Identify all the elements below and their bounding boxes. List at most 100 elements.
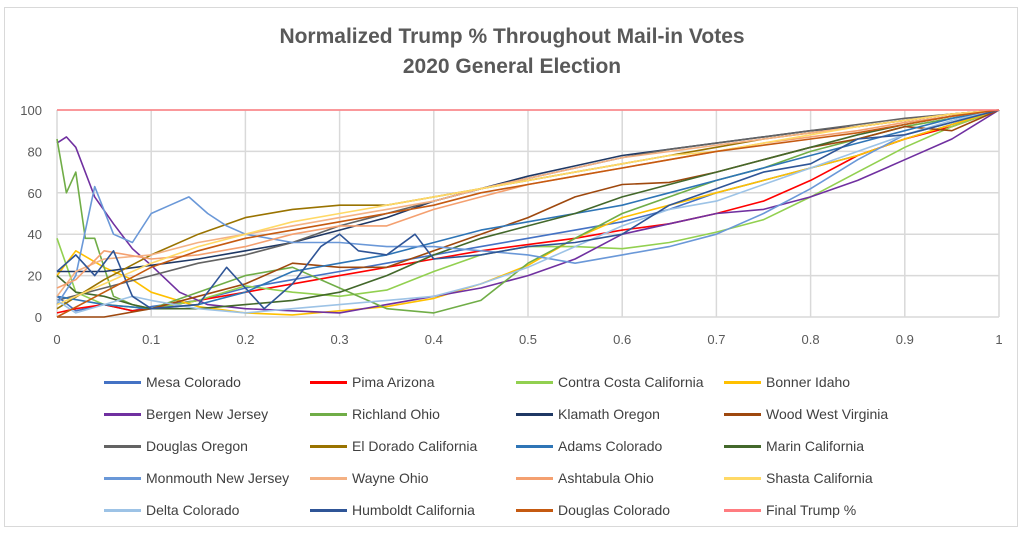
series-line-richland-ohio <box>56 109 1000 314</box>
legend-item[interactable]: Shasta California <box>724 470 924 486</box>
legend-item[interactable]: Humboldt California <box>310 502 516 518</box>
legend-label: Final Trump % <box>766 502 857 518</box>
series-line-wayne-ohio <box>56 109 1000 297</box>
y-tick-label: 20 <box>28 269 42 284</box>
legend-item[interactable]: Monmouth New Jersey <box>104 470 310 486</box>
legend-label: Monmouth New Jersey <box>146 470 290 486</box>
legend-label: Wood West Virginia <box>766 406 889 422</box>
legend-item[interactable]: Marin California <box>724 438 924 454</box>
legend-row: Monmouth New Jersey Wayne Ohio Ashtabula O… <box>104 462 924 494</box>
legend-item[interactable]: Richland Ohio <box>310 406 516 422</box>
legend-swatch <box>310 508 347 512</box>
x-tick-label: 0.4 <box>425 332 443 347</box>
legend-row: Delta Colorado Humboldt California Douglas… <box>104 494 924 526</box>
legend-swatch <box>724 380 761 384</box>
legend-item[interactable]: El Dorado California <box>310 438 516 454</box>
series-line-delta-colorado <box>56 109 1000 314</box>
legend-label: Adams Colorado <box>558 438 663 454</box>
legend-swatch <box>104 380 141 384</box>
legend-swatch <box>104 412 141 416</box>
chart-subtitle: 2020 General Election <box>402 55 622 78</box>
y-tick-label: 80 <box>28 144 42 159</box>
series-line-wood-west-virginia <box>57 109 1000 318</box>
legend-item[interactable]: Adams Colorado <box>516 438 724 454</box>
y-axis-ticks: 0 20 40 60 80 100 <box>20 103 42 325</box>
x-tick-label: 0.5 <box>519 332 537 347</box>
legend-label: Mesa Colorado <box>146 374 241 390</box>
legend-item[interactable]: Pima Arizona <box>310 374 516 390</box>
legend-item[interactable]: Contra Costa California <box>516 374 724 390</box>
series-line-monmouth-new-jersey <box>56 109 1000 306</box>
legend-row: Bergen New Jersey Richland Ohio Klamath Or… <box>104 398 924 430</box>
legend-item[interactable]: Bergen New Jersey <box>104 406 310 422</box>
series-lines <box>56 109 1000 318</box>
series-line-shasta-california <box>56 109 1000 306</box>
legend-item[interactable]: Final Trump % <box>724 502 924 518</box>
legend-item[interactable]: Mesa Colorado <box>104 374 310 390</box>
series-line-douglas-colorado <box>56 109 1000 318</box>
legend-swatch <box>724 508 761 512</box>
legend-swatch <box>724 444 761 448</box>
legend-swatch <box>724 476 761 480</box>
x-tick-label: 0 <box>53 332 60 347</box>
legend-swatch <box>516 380 553 384</box>
series-line-bergen-new-jersey <box>56 109 1000 314</box>
legend-label: Ashtabula Ohio <box>558 470 654 486</box>
legend-label: Pima Arizona <box>352 374 435 390</box>
x-tick-label: 0.2 <box>236 332 254 347</box>
legend-swatch <box>516 508 553 512</box>
legend-swatch <box>104 508 141 512</box>
x-tick-label: 0.6 <box>613 332 631 347</box>
legend-label: Douglas Colorado <box>558 502 671 518</box>
legend-swatch <box>516 444 553 448</box>
legend-label: Douglas Oregon <box>146 438 248 454</box>
legend-item[interactable]: Klamath Oregon <box>516 406 724 422</box>
legend-label: Richland Ohio <box>352 406 440 422</box>
series-line-ashtabula-ohio <box>56 109 1000 289</box>
x-tick-label: 0.3 <box>331 332 349 347</box>
legend-row: Douglas Oregon El Dorado California Adams … <box>104 430 924 462</box>
legend-swatch <box>104 444 141 448</box>
x-tick-label: 0.9 <box>896 332 914 347</box>
legend-swatch <box>310 444 347 448</box>
y-tick-label: 40 <box>28 227 42 242</box>
legend-item[interactable]: Wayne Ohio <box>310 470 516 486</box>
x-axis-ticks: 0 0.1 0.2 0.3 0.4 0.5 0.6 0.7 0.8 0.9 1 <box>53 332 1002 347</box>
y-tick-label: 0 <box>35 310 42 325</box>
legend-row: Mesa Colorado Pima Arizona Contra Costa Ca… <box>104 366 924 398</box>
series-line-marin-california <box>56 109 1000 310</box>
legend-item[interactable]: Douglas Oregon <box>104 438 310 454</box>
legend-label: El Dorado California <box>352 438 478 454</box>
legend-item[interactable]: Douglas Colorado <box>516 502 724 518</box>
y-tick-label: 100 <box>20 103 42 118</box>
legend-swatch <box>310 476 347 480</box>
legend: Mesa Colorado Pima Arizona Contra Costa Ca… <box>104 366 924 526</box>
x-tick-label: 0.8 <box>802 332 820 347</box>
legend-swatch <box>104 476 141 480</box>
legend-swatch <box>516 476 553 480</box>
series-line-humboldt-california <box>56 109 1000 310</box>
legend-item[interactable]: Ashtabula Ohio <box>516 470 724 486</box>
legend-label: Wayne Ohio <box>352 470 429 486</box>
legend-label: Bergen New Jersey <box>146 406 269 422</box>
legend-label: Humboldt California <box>352 502 475 518</box>
chart-frame <box>4 7 1018 527</box>
legend-label: Bonner Idaho <box>766 374 851 390</box>
legend-swatch <box>516 412 553 416</box>
gridlines <box>56 109 1000 318</box>
legend-label: Shasta California <box>766 470 873 486</box>
legend-swatch <box>724 412 761 416</box>
y-tick-label: 60 <box>28 186 42 201</box>
legend-swatch <box>310 380 347 384</box>
legend-label: Marin California <box>766 438 865 454</box>
legend-swatch <box>310 412 347 416</box>
x-tick-label: 1 <box>995 332 1002 347</box>
legend-label: Klamath Oregon <box>558 406 660 422</box>
legend-item[interactable]: Bonner Idaho <box>724 374 924 390</box>
legend-item[interactable]: Wood West Virginia <box>724 406 924 422</box>
legend-item[interactable]: Delta Colorado <box>104 502 310 518</box>
legend-label: Contra Costa California <box>558 374 704 390</box>
chart-title: Normalized Trump % Throughout Mail-in Vo… <box>279 25 745 48</box>
chart-title-block: Normalized Trump % Throughout Mail-in Vo… <box>0 22 1024 82</box>
